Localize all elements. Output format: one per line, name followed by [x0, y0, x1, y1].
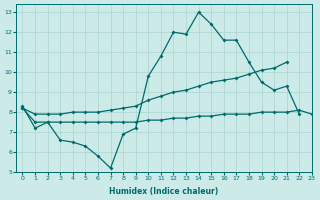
X-axis label: Humidex (Indice chaleur): Humidex (Indice chaleur) — [109, 187, 219, 196]
